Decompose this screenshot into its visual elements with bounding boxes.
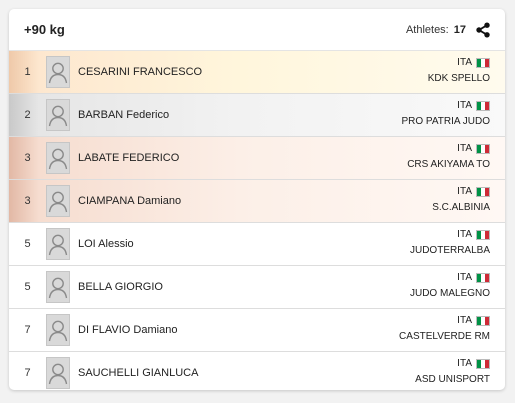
- country-code: ITA: [457, 100, 472, 111]
- category-title: +90 kg: [24, 22, 65, 37]
- card-header: +90 kg Athletes: 17: [9, 9, 505, 51]
- club-name[interactable]: JUDO MALEGNO: [409, 288, 490, 299]
- italy-flag-icon: [476, 229, 490, 240]
- rank: 3: [24, 152, 31, 164]
- athletes-label: Athletes:: [405, 23, 449, 36]
- italy-flag-icon: [476, 143, 490, 154]
- person-placeholder-icon: [46, 99, 70, 131]
- athlete-name[interactable]: SAUCHELLI GIANLUCA: [78, 367, 199, 379]
- country-code: ITA: [457, 315, 472, 326]
- country-code: ITA: [457, 272, 472, 283]
- club-name[interactable]: KDK SPELLO: [427, 73, 490, 84]
- country-code: ITA: [457, 143, 472, 154]
- athlete-affiliation: ITA ASD UNISPORT: [415, 356, 490, 385]
- athlete-name[interactable]: CESARINI FRANCESCO: [78, 66, 203, 78]
- athlete-affiliation: ITA JUDOTERRALBA: [410, 227, 490, 256]
- club-name[interactable]: CASTELVERDE RM: [399, 331, 490, 342]
- athlete-affiliation: ITA CRS AKIYAMA TO: [407, 141, 490, 170]
- athletes-count: 17: [453, 23, 466, 36]
- italy-flag-icon: [476, 315, 490, 326]
- rank: 7: [24, 324, 31, 336]
- rank: 5: [24, 281, 31, 293]
- athlete-list: 1 CESARINI FRANCESCO ITA KDK SPELLO 2 BA…: [9, 51, 505, 390]
- athlete-row[interactable]: 1 CESARINI FRANCESCO ITA KDK SPELLO: [9, 51, 505, 94]
- athlete-name[interactable]: DI FLAVIO Damiano: [78, 324, 178, 336]
- header-right: Athletes: 17: [406, 22, 491, 38]
- rank: 7: [24, 367, 31, 379]
- athlete-name[interactable]: LOI Alessio: [78, 238, 134, 250]
- person-placeholder-icon: [46, 271, 70, 303]
- italy-flag-icon: [476, 57, 490, 68]
- athlete-affiliation: ITA PRO PATRIA JUDO: [401, 98, 490, 127]
- athlete-affiliation: ITA CASTELVERDE RM: [399, 313, 490, 342]
- athlete-row[interactable]: 2 BARBAN Federico ITA PRO PATRIA JUDO: [9, 94, 505, 137]
- athlete-row[interactable]: 3 CIAMPANA Damiano ITA S.C.ALBINIA: [9, 180, 505, 223]
- person-placeholder-icon: [46, 357, 70, 389]
- club-name[interactable]: JUDOTERRALBA: [409, 245, 490, 256]
- country-code: ITA: [457, 186, 472, 197]
- athlete-row[interactable]: 5 BELLA GIORGIO ITA JUDO MALEGNO: [9, 266, 505, 309]
- rank: 1: [24, 66, 31, 78]
- italy-flag-icon: [476, 358, 490, 369]
- person-placeholder-icon: [46, 142, 70, 174]
- athlete-row[interactable]: 5 LOI Alessio ITA JUDOTERRALBA: [9, 223, 505, 266]
- person-placeholder-icon: [46, 185, 70, 217]
- country-code: ITA: [457, 358, 472, 369]
- club-name[interactable]: CRS AKIYAMA TO: [407, 159, 490, 170]
- rank: 5: [24, 238, 31, 250]
- athlete-affiliation: ITA JUDO MALEGNO: [410, 270, 490, 299]
- athlete-row[interactable]: 7 DI FLAVIO Damiano ITA CASTELVERDE RM: [9, 309, 505, 352]
- rank: 2: [24, 109, 31, 121]
- results-card: +90 kg Athletes: 17 1 CESARINI FRANCESCO: [9, 9, 505, 390]
- athlete-name[interactable]: BARBAN Federico: [78, 109, 170, 121]
- athlete-row[interactable]: 7 SAUCHELLI GIANLUCA ITA ASD UNISPORT: [9, 352, 505, 390]
- athlete-name[interactable]: LABATE FEDERICO: [78, 152, 180, 164]
- club-name[interactable]: ASD UNISPORT: [415, 374, 490, 385]
- club-name[interactable]: PRO PATRIA JUDO: [401, 116, 490, 127]
- person-placeholder-icon: [46, 314, 70, 346]
- athlete-affiliation: ITA KDK SPELLO: [428, 55, 490, 84]
- italy-flag-icon: [476, 100, 490, 111]
- italy-flag-icon: [476, 272, 490, 283]
- athlete-affiliation: ITA S.C.ALBINIA: [432, 184, 490, 213]
- person-placeholder-icon: [46, 56, 70, 88]
- italy-flag-icon: [476, 186, 490, 197]
- person-placeholder-icon: [46, 228, 70, 260]
- country-code: ITA: [457, 57, 472, 68]
- share-icon[interactable]: [475, 22, 491, 38]
- country-code: ITA: [457, 229, 472, 240]
- club-name[interactable]: S.C.ALBINIA: [432, 202, 490, 213]
- athlete-name[interactable]: BELLA GIORGIO: [78, 281, 163, 293]
- athlete-row[interactable]: 3 LABATE FEDERICO ITA CRS AKIYAMA TO: [9, 137, 505, 180]
- rank: 3: [24, 195, 31, 207]
- athlete-name[interactable]: CIAMPANA Damiano: [78, 195, 182, 207]
